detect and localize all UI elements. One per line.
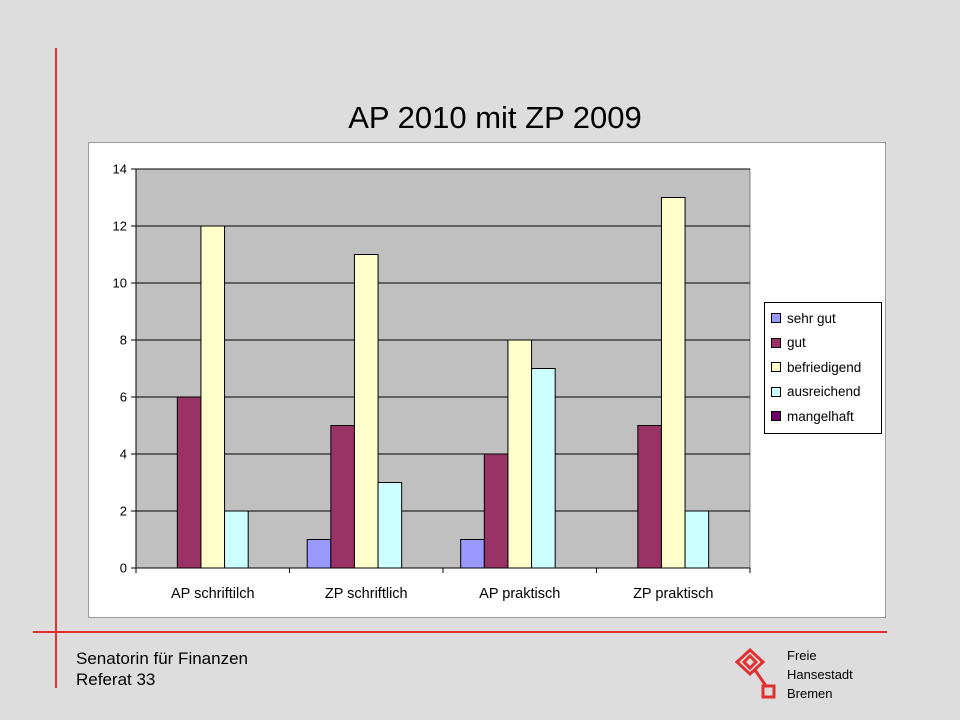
y-tick-label: 10 <box>113 276 127 291</box>
bar <box>176 396 202 569</box>
bremen-key-icon <box>734 648 776 699</box>
accent-rule-vertical <box>55 48 57 688</box>
bar <box>460 539 485 569</box>
y-tick-label: 14 <box>113 162 127 177</box>
bar <box>200 225 226 569</box>
bar <box>637 425 662 569</box>
bar <box>377 482 403 569</box>
x-tick-label: AP praktisch <box>479 586 560 602</box>
legend-item: ausreichend <box>771 380 881 405</box>
legend-swatch <box>771 386 781 397</box>
legend-item: mangelhaft <box>771 404 881 429</box>
x-tick-label: ZP schriftlich <box>325 586 408 602</box>
legend-label: mangelhaft <box>787 408 854 424</box>
bar <box>507 339 533 569</box>
x-tick-label: AP schriftilch <box>171 586 255 602</box>
footer-city-line-3: Bremen <box>787 686 833 701</box>
y-tick-label: 2 <box>120 504 127 519</box>
bar <box>330 425 355 569</box>
legend-item: gut <box>771 331 881 356</box>
y-tick-label: 4 <box>120 447 127 462</box>
legend-swatch <box>771 313 781 324</box>
legend-swatch <box>771 411 781 422</box>
legend-label: befriedigend <box>787 359 862 375</box>
footer-org-name: Senatorin für Finanzen <box>76 649 248 668</box>
y-tick-label: 6 <box>120 390 127 405</box>
footer-city-line-1: Freie <box>787 648 817 663</box>
legend-label: gut <box>787 335 806 351</box>
bar <box>684 510 710 569</box>
bar <box>353 254 379 569</box>
x-tick-label: ZP praktisch <box>633 586 713 602</box>
legend-swatch <box>771 362 781 373</box>
slide-title: AP 2010 mit ZP 2009 <box>348 100 642 135</box>
legend-swatch <box>771 337 781 348</box>
y-tick-label: 8 <box>120 333 127 348</box>
bar-chart: 0 2 4 6 8 10 12 14 AP schriftilch ZP schriftlich A… <box>113 162 751 602</box>
legend-label: sehr gut <box>787 310 836 326</box>
bar <box>483 453 509 569</box>
footer-department: Referat 33 <box>76 670 156 689</box>
footer-city-line-2: Hansestadt <box>787 667 853 682</box>
legend-label: ausreichend <box>787 384 861 400</box>
legend-item: sehr gut <box>771 306 881 331</box>
bar <box>531 368 556 569</box>
footer-organization: Senatorin für Finanzen Referat 33 <box>76 648 248 690</box>
footer-city: Freie Hansestadt Bremen <box>787 646 853 703</box>
chart-area: 0 2 4 6 8 10 12 14 AP schriftilch ZP schriftlich A… <box>88 142 886 618</box>
y-tick-label: 12 <box>113 219 127 234</box>
legend-item: befriedigend <box>771 355 881 380</box>
bar <box>306 539 332 569</box>
y-tick-label: 0 <box>120 561 127 576</box>
accent-rule-horizontal <box>33 631 887 633</box>
bar <box>660 197 686 569</box>
chart-legend: sehr gut gut befriedigend ausreichend mangel… <box>764 302 882 434</box>
bar <box>224 510 249 569</box>
